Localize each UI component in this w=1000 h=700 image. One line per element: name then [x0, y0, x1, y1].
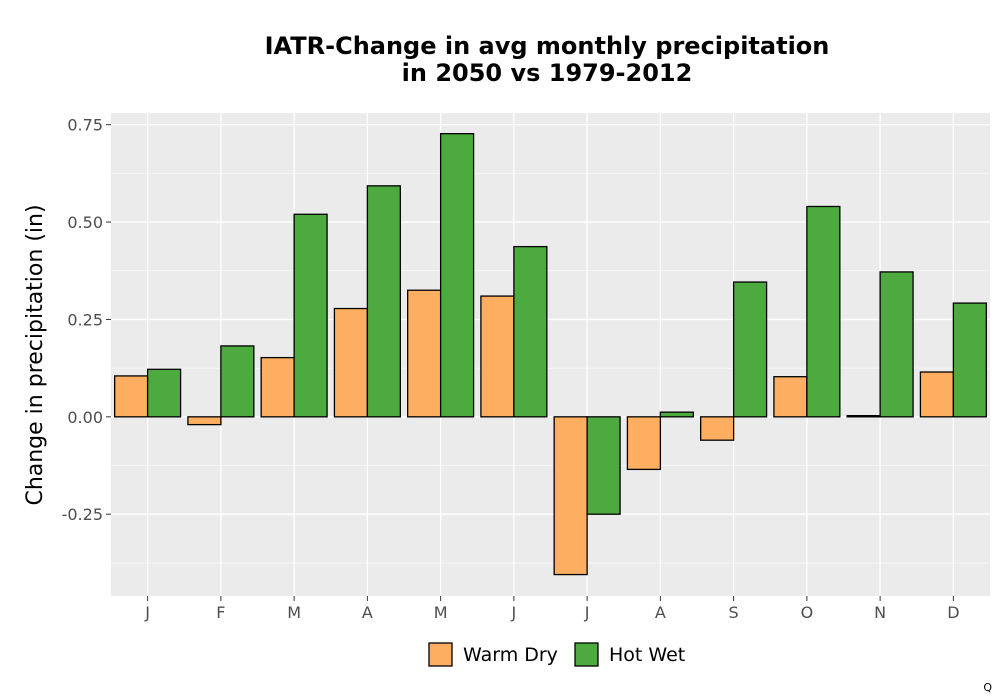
plot-panel [111, 113, 990, 596]
x-tick-label: M [434, 603, 448, 622]
y-tick-label: 0.75 [67, 116, 103, 135]
y-tick-label: 0.00 [67, 408, 103, 427]
x-tick-label: O [801, 603, 814, 622]
bar-warm-dry-5 [480, 295, 515, 418]
bar-hot-wet-4 [439, 132, 475, 418]
bar-warm-dry-8 [700, 416, 735, 441]
legend-key-warm-dry [428, 642, 453, 667]
bar-hot-wet-9 [806, 205, 841, 418]
corner-mark: Q [983, 681, 992, 694]
bar-hot-wet-5 [513, 245, 548, 418]
bar-hot-wet-7 [659, 411, 694, 418]
x-tick-label: J [584, 603, 590, 622]
legend: Warm Dry Hot Wet [428, 642, 685, 667]
x-tick-label: A [362, 603, 373, 622]
bar-warm-dry-11 [919, 371, 955, 418]
x-tick-label: M [287, 603, 301, 622]
bar-warm-dry-3 [333, 307, 369, 418]
x-tick-label: N [874, 603, 886, 622]
bar-warm-dry-6 [553, 416, 588, 576]
panel-background [111, 113, 990, 596]
x-tick-label: A [655, 603, 666, 622]
bar-warm-dry-2 [260, 356, 295, 418]
legend-key-hot-wet [574, 642, 599, 667]
chart-title-line-2: in 2050 vs 1979-2012 [402, 59, 693, 87]
bar-warm-dry-1 [187, 416, 222, 426]
bar-warm-dry-7 [626, 416, 662, 471]
y-tick-label: -0.25 [62, 505, 103, 524]
bar-hot-wet-2 [293, 213, 328, 418]
x-tick-label: D [947, 603, 959, 622]
x-tick-label: J [144, 603, 150, 622]
y-tick-label: 0.50 [67, 213, 103, 232]
bar-hot-wet-6 [586, 416, 621, 515]
x-tick-label: F [216, 603, 225, 622]
legend-label-hot-wet: Hot Wet [609, 644, 685, 666]
bar-warm-dry-4 [407, 289, 442, 418]
bar-warm-dry-10 [846, 415, 881, 418]
legend-label-warm-dry: Warm Dry [463, 644, 558, 666]
bar-hot-wet-0 [146, 368, 182, 418]
bar-hot-wet-10 [879, 271, 914, 418]
bar-hot-wet-3 [366, 185, 401, 418]
bar-hot-wet-1 [220, 345, 255, 418]
x-tick-label: J [511, 603, 517, 622]
chart-title-line-1: IATR-Change in avg monthly precipitation [265, 32, 830, 60]
x-tick-label: S [729, 603, 739, 622]
y-tick-label: 0.25 [67, 310, 103, 329]
bar-hot-wet-8 [732, 281, 768, 418]
bar-warm-dry-9 [773, 376, 808, 418]
y-axis: -0.25 0.00 0.25 0.50 0.75 [62, 116, 111, 524]
y-axis-title: Change in precipitation (in) [23, 204, 48, 505]
bar-hot-wet-11 [952, 302, 987, 418]
bar-warm-dry-0 [114, 375, 149, 418]
